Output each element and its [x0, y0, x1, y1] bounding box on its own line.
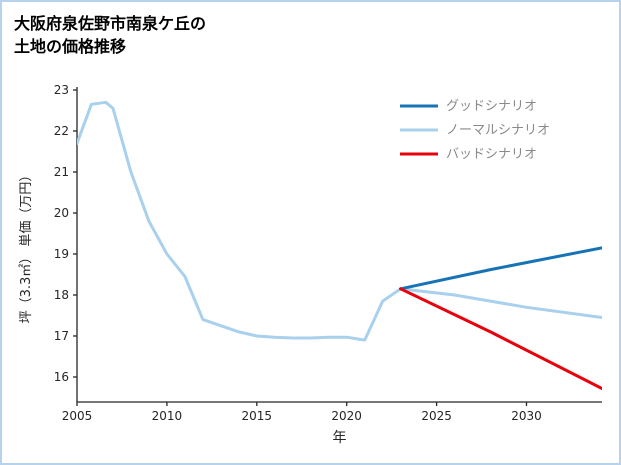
x-tick-label: 2015: [242, 409, 273, 423]
x-tick-label: 2005: [62, 409, 93, 423]
x-axis-label: 年: [333, 430, 347, 446]
chart-title: 大阪府泉佐野市南泉ケ丘の 土地の価格推移: [14, 12, 206, 58]
y-tick-label: 16: [54, 370, 69, 384]
y-axis-label: 坪（3.3㎡） 単価（万円）: [18, 169, 34, 324]
legend-label-normal: ノーマルシナリオ: [446, 123, 550, 138]
x-tick-label: 2010: [152, 409, 183, 423]
legend-label-bad: バッドシナリオ: [446, 147, 537, 162]
y-tick-label: 22: [54, 124, 69, 138]
y-tick-label: 21: [54, 165, 69, 179]
series-line-good: [399, 246, 602, 291]
y-tick-label: 18: [54, 288, 69, 302]
chart-title-line2: 土地の価格推移: [14, 37, 127, 57]
y-tick-label: 17: [54, 329, 69, 343]
x-tick-label: 2030: [511, 409, 542, 423]
y-tick-label: 20: [54, 206, 69, 220]
x-tick-label: 2025: [421, 409, 452, 423]
y-tick-label: 19: [54, 247, 69, 261]
y-tick-label: 23: [54, 83, 69, 97]
chart-title-line1: 大阪府泉佐野市南泉ケ丘の: [14, 14, 207, 33]
x-tick-label: 2020: [331, 409, 362, 423]
series-line-bad: [399, 287, 602, 390]
legend-label-good: グッドシナリオ: [446, 99, 537, 114]
